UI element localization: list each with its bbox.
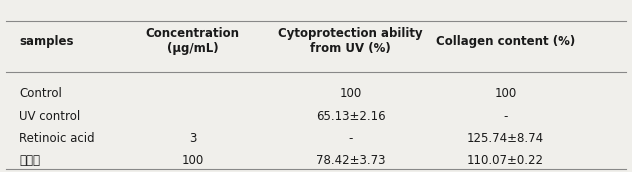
Text: Collagen content (%): Collagen content (%) [436, 35, 575, 48]
Text: 110.07±0.22: 110.07±0.22 [467, 154, 544, 167]
Text: 125.74±8.74: 125.74±8.74 [467, 132, 544, 145]
Text: 100: 100 [494, 87, 517, 100]
Text: UV control: UV control [19, 110, 80, 123]
Text: samples: samples [19, 35, 73, 48]
Text: 공드레: 공드레 [19, 154, 40, 167]
Text: -: - [349, 132, 353, 145]
Text: 78.42±3.73: 78.42±3.73 [316, 154, 386, 167]
Text: 65.13±2.16: 65.13±2.16 [316, 110, 386, 123]
Text: Control: Control [19, 87, 62, 100]
Text: 100: 100 [181, 154, 204, 167]
Text: 100: 100 [339, 87, 362, 100]
Text: 3: 3 [189, 132, 197, 145]
Text: -: - [504, 110, 507, 123]
Text: Concentration
(μg/mL): Concentration (μg/mL) [146, 27, 240, 55]
Text: Cytoprotection ability
from UV (%): Cytoprotection ability from UV (%) [279, 27, 423, 55]
Text: Retinoic acid: Retinoic acid [19, 132, 95, 145]
